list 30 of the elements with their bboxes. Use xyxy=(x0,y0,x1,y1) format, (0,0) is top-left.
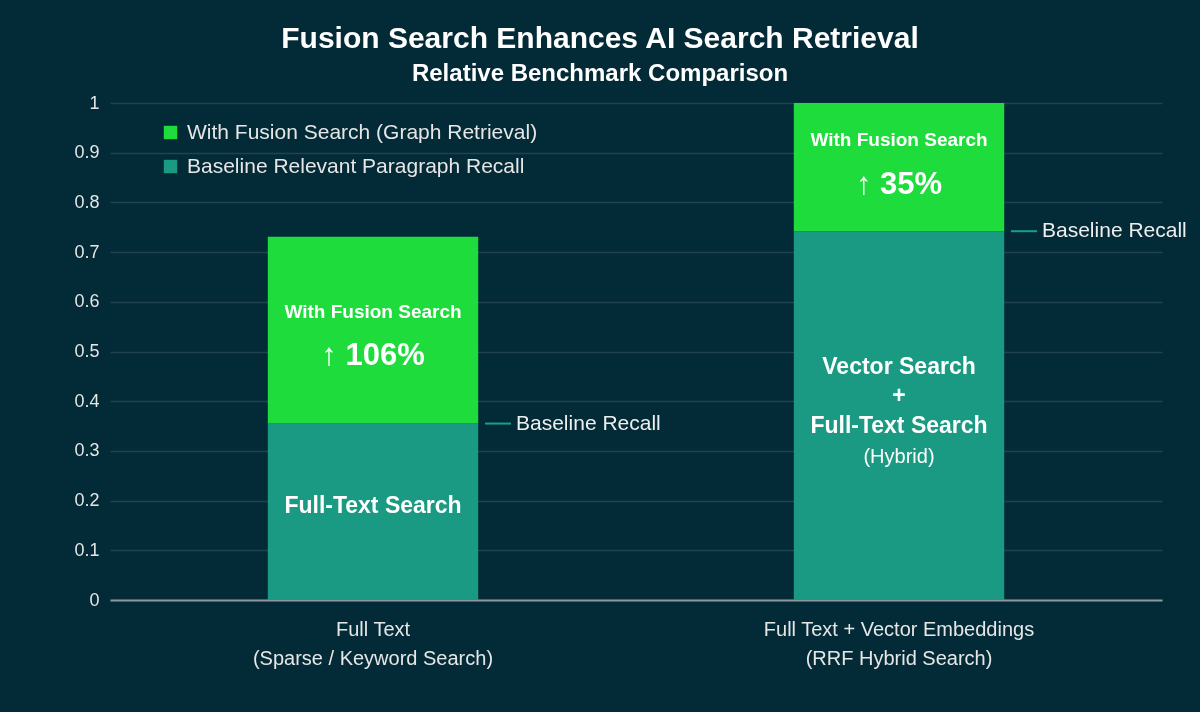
legend-label: Baseline Relevant Paragraph Recall xyxy=(187,153,525,177)
y-tick-label: 0.2 xyxy=(74,490,100,511)
x-tick-label: Full Text + Vector Embeddings (RRF Hybrid Search) xyxy=(763,617,1035,669)
y-tick-label: 0.8 xyxy=(74,191,100,212)
y-tick-label: 0.9 xyxy=(74,142,100,163)
chart-subtitle: Relative Benchmark Comparison xyxy=(411,59,789,86)
chart-title: Fusion Search Enhances AI Search Retrieval xyxy=(281,21,919,54)
y-tick-label: 0.5 xyxy=(74,341,100,361)
annotation: With Fusion Search xyxy=(810,129,988,151)
bar xyxy=(793,103,1005,232)
x-tick-label: Full Text (Sparse / Keyword Search) xyxy=(252,617,494,669)
annotation: (Hybrid) xyxy=(863,444,935,467)
y-tick-label: 0 xyxy=(89,589,100,610)
bar xyxy=(267,236,479,424)
annotation: ↑ 106% xyxy=(321,337,425,373)
y-tick-label: 1 xyxy=(89,92,100,113)
legend-label: With Fusion Search (Graph Retrieval) xyxy=(187,119,538,143)
annotation: With Fusion Search xyxy=(284,300,462,322)
y-tick-label: 0.3 xyxy=(74,440,100,461)
y-tick-label: 0.4 xyxy=(74,390,100,411)
annotation: Baseline Recall xyxy=(1042,218,1187,242)
annotation: Vector Search + Full-Text Search xyxy=(810,352,988,438)
bar xyxy=(267,423,479,600)
annotation: Full-Text Search xyxy=(284,491,462,518)
annotation: Baseline Recall xyxy=(516,410,661,434)
annotation: ↑ 35% xyxy=(855,166,943,202)
y-tick-label: 0.1 xyxy=(74,539,100,560)
y-tick-label: 0.6 xyxy=(74,291,100,312)
y-tick-label: 0.7 xyxy=(74,241,100,262)
bar xyxy=(793,231,1005,600)
